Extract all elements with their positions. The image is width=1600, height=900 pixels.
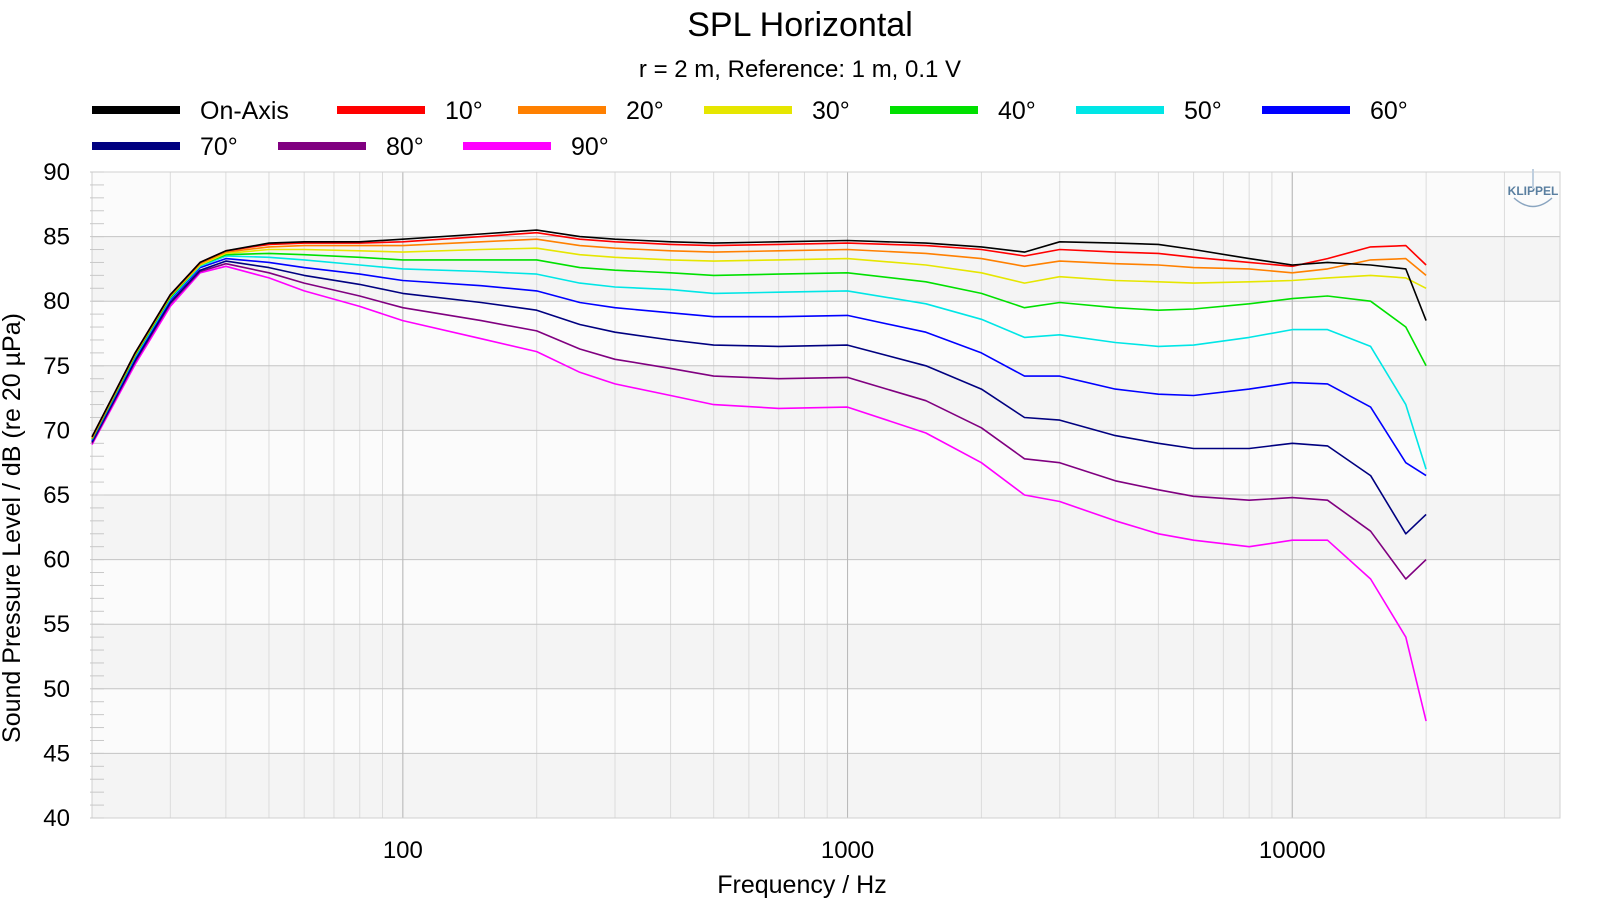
x-tick-label: 10000 <box>1259 837 1326 864</box>
legend: On-Axis 10° 20° 30° 40° 50° 60° 70° 80° 90° <box>92 97 1408 161</box>
series-line-onaxis <box>91 229 1427 438</box>
y-tick-label: 80 <box>43 288 70 315</box>
y-tick-label: 60 <box>43 547 70 574</box>
y-axis-label: Sound Pressure Level / dB (re 20 µPa) <box>0 313 26 743</box>
y-minor-ticks <box>90 171 104 819</box>
y-tick-label: 45 <box>43 740 70 767</box>
series-line-10 <box>91 231 1427 438</box>
y-tick-label: 70 <box>43 417 70 444</box>
y-tick-label: 75 <box>43 353 70 380</box>
legend-label: 80° <box>386 133 424 161</box>
series-line-30 <box>91 247 1427 439</box>
series-line-20 <box>91 238 1427 439</box>
grid-band <box>92 172 1560 237</box>
x-tick-label: 100 <box>383 837 423 864</box>
klippel-logo: KLIPPEL <box>1508 169 1559 208</box>
legend-label: On-Axis <box>200 97 289 125</box>
grid-band <box>92 365 1560 431</box>
chart-title: SPL Horizontal <box>687 6 913 44</box>
grid-band <box>92 624 1560 689</box>
grid-band <box>92 495 1560 560</box>
legend-label: 60° <box>1370 97 1408 125</box>
grid-band <box>92 753 1560 818</box>
chart-subtitle: r = 2 m, Reference: 1 m, 0.1 V <box>639 56 961 83</box>
grid-band <box>92 559 1560 625</box>
legend-label: 10° <box>445 97 483 125</box>
grid-band <box>92 301 1560 366</box>
series-line-80 <box>91 262 1427 580</box>
grid-band <box>92 688 1560 754</box>
plot-bands <box>92 172 1560 818</box>
series-line-70 <box>91 260 1427 535</box>
series-line-40 <box>91 252 1427 440</box>
y-tick-label: 65 <box>43 482 70 509</box>
x-tick-label: 1000 <box>821 837 874 864</box>
x-axis-label: Frequency / Hz <box>717 871 887 899</box>
x-tick-labels: 100 1000 10000 <box>383 837 1326 864</box>
grid-band <box>92 430 1560 495</box>
legend-label: 40° <box>998 97 1036 125</box>
legend-label: 30° <box>812 97 850 125</box>
series-lines <box>91 229 1427 722</box>
series-line-50 <box>91 255 1427 470</box>
y-tick-label: 40 <box>43 805 70 832</box>
series-line-60 <box>91 257 1427 477</box>
legend-label: 90° <box>571 133 609 161</box>
y-tick-label: 50 <box>43 676 70 703</box>
y-tick-label: 55 <box>43 611 70 638</box>
klippel-arc <box>1513 197 1553 208</box>
y-tick-labels: 40 45 50 55 60 65 70 75 80 85 90 <box>43 159 70 832</box>
series-line-90 <box>91 265 1427 722</box>
legend-label: 20° <box>626 97 664 125</box>
legend-label: 50° <box>1184 97 1222 125</box>
y-tick-label: 85 <box>43 224 70 251</box>
legend-label: 70° <box>200 133 238 161</box>
klippel-wordmark: KLIPPEL <box>1508 184 1559 198</box>
y-tick-label: 90 <box>43 159 70 186</box>
